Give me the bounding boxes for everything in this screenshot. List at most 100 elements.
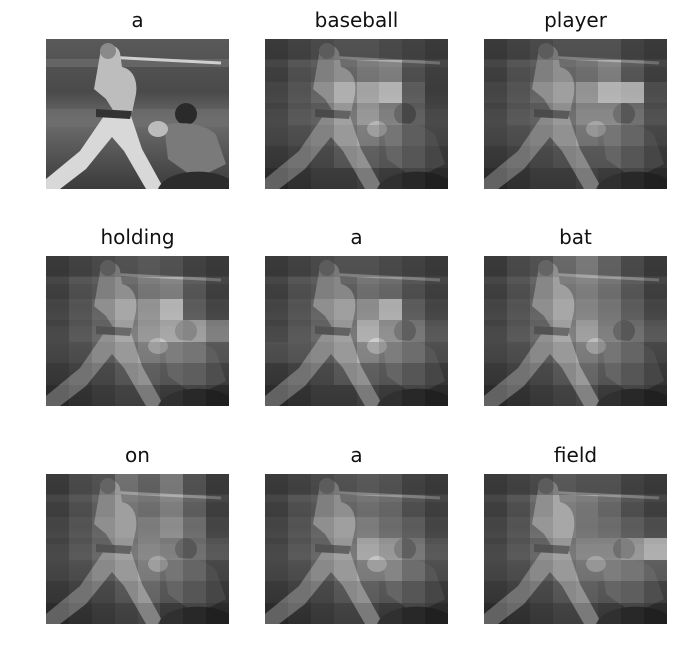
attention-cell [552, 341, 576, 364]
attention-cell [575, 167, 599, 189]
attention-cell [265, 581, 288, 603]
attention-cell [529, 538, 553, 560]
attention-cell [506, 559, 530, 582]
attention-cell [598, 167, 622, 189]
attention-cell [160, 363, 184, 385]
attention-cell [402, 277, 426, 299]
attention-cell [402, 363, 426, 385]
attention-cell [68, 474, 92, 496]
attention-cell [287, 277, 311, 299]
attention-cell [484, 81, 507, 104]
attention-cell [552, 320, 576, 342]
attention-cell [356, 384, 380, 406]
attention-heatmap [265, 256, 448, 406]
attention-cell [310, 602, 334, 624]
attention-cell [68, 298, 92, 321]
attention-cell [333, 60, 357, 82]
attention-cell [333, 581, 357, 603]
attention-cell [46, 516, 69, 539]
attention-cell [379, 124, 403, 147]
attention-cell [575, 124, 599, 147]
attention-cell [644, 167, 667, 189]
attention-cell [552, 146, 576, 168]
attention-cell [529, 602, 553, 624]
attention-cell [575, 60, 599, 82]
attention-cell [68, 581, 92, 603]
attention-cell [287, 538, 311, 560]
attention-cell [287, 167, 311, 189]
attention-cell [529, 363, 553, 385]
attention-cell [484, 124, 507, 147]
attention-cell [114, 581, 138, 603]
attention-cell [644, 146, 667, 168]
attention-cell [484, 146, 507, 168]
attention-cell [265, 298, 288, 321]
attention-cell [183, 298, 207, 321]
attention-cell [506, 384, 530, 406]
attention-cell [425, 39, 448, 61]
attention-cell [160, 602, 184, 624]
attention-cell [114, 559, 138, 582]
attention-cell [356, 341, 380, 364]
attention-cell [287, 60, 311, 82]
attention-cell [506, 277, 530, 299]
attention-cell [644, 39, 667, 61]
attention-cell [333, 320, 357, 342]
attention-cell [310, 167, 334, 189]
attention-cell [575, 495, 599, 517]
attention-cell [598, 538, 622, 560]
attention-cell [575, 39, 599, 61]
attention-cell [310, 256, 334, 278]
attention-cell [529, 298, 553, 321]
attention-cell [552, 298, 576, 321]
attention-cell [621, 256, 645, 278]
attention-heatmap [484, 39, 667, 189]
attention-cell [310, 516, 334, 539]
attention-cell [598, 277, 622, 299]
attention-cell [506, 581, 530, 603]
attention-cell [68, 495, 92, 517]
attention-cell [644, 103, 667, 125]
attention-cell [265, 146, 288, 168]
attention-cell [552, 256, 576, 278]
attention-cell [265, 384, 288, 406]
attention-cell [484, 167, 507, 189]
attention-cell [484, 39, 507, 61]
attention-cell [484, 559, 507, 582]
attention-cell [333, 146, 357, 168]
attention-cell [310, 124, 334, 147]
panel-word-label: baseball [314, 8, 399, 32]
attention-cell [206, 516, 229, 539]
attention-cell [598, 146, 622, 168]
attention-cell [160, 474, 184, 496]
attention-cell [598, 516, 622, 539]
panel-word-label: player [544, 8, 607, 32]
attention-cell [287, 474, 311, 496]
attention-cell [484, 516, 507, 539]
attention-cell [425, 146, 448, 168]
attention-heatmap [265, 474, 448, 624]
attention-cell [265, 39, 288, 61]
attention-cell [402, 559, 426, 582]
attention-cell [114, 516, 138, 539]
attention-cell [356, 277, 380, 299]
attention-cell [206, 277, 229, 299]
attention-cell [621, 60, 645, 82]
attention-image [46, 474, 229, 624]
attention-cell [137, 298, 161, 321]
attention-cell [265, 167, 288, 189]
attention-cell [621, 538, 645, 560]
attention-cell [402, 495, 426, 517]
attention-cell [333, 363, 357, 385]
attention-cell [160, 538, 184, 560]
attention-cell [575, 256, 599, 278]
attention-cell [552, 516, 576, 539]
attention-cell [598, 81, 622, 104]
attention-cell [379, 39, 403, 61]
attention-cell [379, 298, 403, 321]
attention-cell [287, 516, 311, 539]
attention-cell [333, 538, 357, 560]
attention-cell [160, 516, 184, 539]
attention-cell [644, 298, 667, 321]
attention-cell [356, 298, 380, 321]
